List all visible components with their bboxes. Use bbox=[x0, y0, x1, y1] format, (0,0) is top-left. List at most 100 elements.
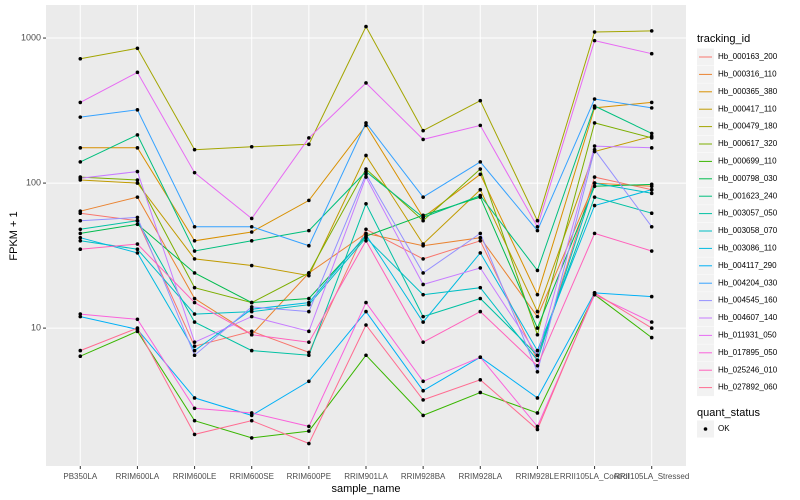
data-point bbox=[249, 332, 254, 337]
data-point bbox=[135, 133, 140, 137]
data-point bbox=[249, 300, 254, 305]
data-point bbox=[535, 353, 540, 358]
data-point bbox=[421, 271, 425, 275]
y-tick-label: 1000 bbox=[21, 32, 41, 42]
x-tick-label: RRIM928LE bbox=[516, 472, 560, 481]
data-point bbox=[78, 218, 83, 223]
data-point bbox=[535, 358, 540, 363]
data-point bbox=[592, 97, 597, 101]
x-tick-label: RRIM901LA bbox=[344, 472, 388, 481]
data-point bbox=[649, 182, 654, 187]
data-point bbox=[421, 128, 425, 133]
data-point bbox=[307, 271, 311, 275]
data-point bbox=[478, 378, 483, 382]
data-point bbox=[421, 218, 425, 223]
data-point bbox=[192, 257, 197, 261]
x-tick-label: RRIM600PE bbox=[287, 472, 331, 481]
data-point bbox=[421, 242, 425, 246]
data-point bbox=[364, 227, 368, 232]
data-point bbox=[478, 390, 483, 395]
data-point bbox=[364, 172, 368, 177]
data-point bbox=[649, 211, 654, 215]
data-point bbox=[249, 436, 254, 440]
data-point bbox=[592, 203, 597, 208]
data-point bbox=[307, 273, 311, 278]
data-point bbox=[307, 424, 311, 429]
y-tick-label: 100 bbox=[26, 177, 41, 187]
data-point bbox=[364, 353, 368, 358]
legend-label: Hb_004204_030 bbox=[718, 278, 778, 287]
data-point bbox=[249, 305, 254, 309]
data-point bbox=[649, 320, 654, 324]
data-point bbox=[307, 228, 311, 233]
x-axis-title: sample_name bbox=[331, 483, 400, 495]
legend-label: Hb_003057_050 bbox=[718, 209, 778, 218]
data-point bbox=[535, 224, 540, 229]
data-point bbox=[192, 320, 197, 324]
legend-label: Hb_000365_380 bbox=[718, 87, 778, 96]
legend-label: Hb_003086_110 bbox=[718, 244, 777, 253]
data-point bbox=[192, 312, 197, 316]
data-point bbox=[478, 296, 483, 301]
data-point bbox=[135, 251, 140, 255]
legend-label: Hb_000699_110 bbox=[718, 157, 777, 166]
data-point bbox=[249, 216, 254, 221]
legend-label: Hb_000316_110 bbox=[718, 70, 777, 79]
x-tick-label: PB350LA bbox=[63, 472, 97, 481]
data-point bbox=[364, 309, 368, 314]
data-point bbox=[307, 441, 311, 446]
data-point bbox=[249, 329, 254, 334]
data-point bbox=[192, 147, 197, 152]
data-point bbox=[535, 326, 540, 330]
data-point bbox=[364, 153, 368, 158]
data-point bbox=[364, 201, 368, 206]
data-point bbox=[478, 167, 483, 171]
data-point bbox=[364, 121, 368, 125]
data-point bbox=[249, 411, 254, 415]
data-point bbox=[307, 353, 311, 358]
data-point bbox=[135, 70, 140, 75]
legend-label: Hb_003058_070 bbox=[718, 226, 778, 235]
data-point bbox=[135, 169, 140, 174]
data-point bbox=[78, 247, 83, 252]
data-point bbox=[135, 146, 140, 150]
data-point bbox=[649, 29, 654, 33]
data-point bbox=[478, 266, 483, 270]
data-point bbox=[592, 144, 597, 148]
data-point bbox=[249, 314, 254, 319]
data-point bbox=[135, 242, 140, 246]
data-point bbox=[135, 195, 140, 199]
legend-label: Hb_004545_160 bbox=[718, 296, 778, 305]
data-point bbox=[421, 320, 425, 324]
data-point bbox=[592, 121, 597, 125]
data-point bbox=[649, 136, 654, 140]
data-point bbox=[307, 198, 311, 203]
data-point bbox=[535, 309, 540, 314]
legend-label: Hb_025246_010 bbox=[718, 365, 778, 374]
data-point bbox=[592, 195, 597, 199]
data-point bbox=[649, 224, 654, 229]
data-point bbox=[535, 332, 540, 337]
legend-label: Hb_000417_110 bbox=[718, 104, 777, 113]
data-point bbox=[249, 263, 254, 268]
legend-label: Hb_001623_240 bbox=[718, 191, 778, 200]
data-point bbox=[535, 268, 540, 273]
data-point bbox=[78, 209, 83, 213]
data-point bbox=[421, 292, 425, 297]
data-point bbox=[364, 81, 368, 85]
data-point bbox=[192, 271, 197, 275]
data-point bbox=[78, 115, 83, 119]
legend-title: quant_status bbox=[697, 407, 760, 419]
data-point bbox=[421, 215, 425, 220]
data-point bbox=[535, 292, 540, 297]
data-point bbox=[192, 406, 197, 411]
data-point bbox=[307, 300, 311, 305]
data-point bbox=[421, 413, 425, 418]
data-point bbox=[535, 424, 540, 429]
data-point bbox=[135, 218, 140, 223]
data-point bbox=[478, 193, 483, 198]
data-point bbox=[478, 172, 483, 177]
data-point bbox=[249, 224, 254, 229]
data-point bbox=[307, 309, 311, 314]
data-point bbox=[421, 388, 425, 393]
